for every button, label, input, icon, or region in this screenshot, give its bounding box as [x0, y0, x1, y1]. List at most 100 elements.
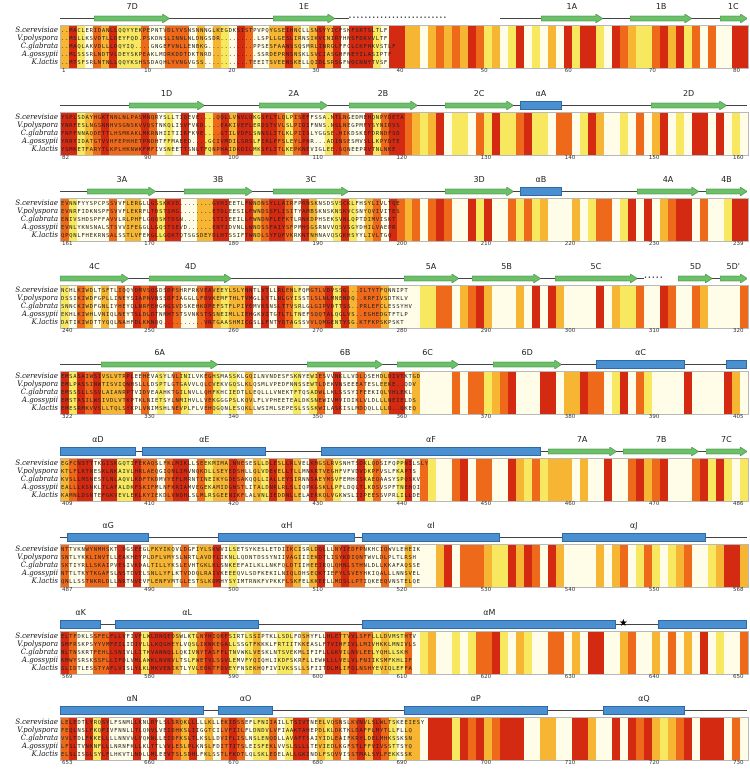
conservation-column — [588, 285, 597, 328]
residue-number: 380 — [564, 414, 576, 420]
conservation-column — [348, 285, 357, 328]
conservation-column — [636, 26, 645, 68]
conservation-column — [268, 112, 277, 155]
conservation-column — [636, 199, 645, 241]
species-labels: S.cerevisiae V.polyspora C.glabrata A.gossy… — [2, 286, 58, 326]
conservation-column — [572, 285, 581, 328]
sequence-row: YRNYIDATGTVVHFEPHHETPNDHTFFMAEED....GCIV… — [61, 138, 401, 145]
conservation-column — [172, 199, 182, 241]
conservation-column — [260, 631, 269, 674]
star-marker-icon: ★ — [618, 617, 628, 629]
conservation-column — [548, 718, 557, 760]
sequence-row: VVLTDLFKKELLLLNNVVLVQKNLLEIDFKSLTLKSLLDV… — [61, 736, 413, 742]
conservation-column — [452, 718, 461, 760]
beta-strand-shape — [719, 14, 747, 23]
conservation-column — [460, 199, 469, 241]
conservation-column — [164, 545, 174, 587]
conservation-column — [444, 112, 453, 155]
conservation-column — [452, 545, 461, 587]
conservation-column — [700, 372, 709, 414]
conservation-column — [716, 199, 725, 241]
beta-strand-arrow — [259, 100, 328, 110]
species-name: K.lactis — [31, 58, 58, 66]
conservation-column — [428, 26, 437, 68]
beta-strand-shape — [128, 100, 205, 110]
conservation-column — [300, 631, 309, 674]
conservation-column — [164, 718, 174, 760]
conservation-column — [500, 112, 509, 155]
conservation-column — [228, 718, 238, 760]
conservation-column — [604, 112, 613, 155]
residue-number-ticks: 409 410 420 430 440 450 460 470 486 — [60, 501, 747, 510]
conservation-column — [604, 372, 613, 414]
conservation-column — [236, 199, 246, 241]
sequence-row: EMESRMKVVSLLTQLSYKPLVNIMSHLNEVPLFLVEHQGQ… — [61, 406, 417, 412]
conservation-column — [412, 26, 421, 68]
residue-number-ticks: 240 250 260 270 280 290 300 310 320 — [60, 328, 747, 337]
conservation-column — [284, 26, 293, 68]
conservation-column — [444, 26, 453, 68]
residue-number-ticks: 569 580 590 600 610 620 630 640 650 — [60, 674, 747, 683]
beta-strand-arrow — [705, 446, 747, 456]
conservation-column — [540, 545, 549, 587]
conservation-column — [524, 372, 533, 414]
conservation-column — [492, 372, 501, 414]
conservation-column — [468, 285, 477, 328]
conservation-column — [596, 199, 605, 241]
conservation-column — [260, 199, 269, 241]
conservation-column — [572, 458, 581, 501]
conservation-column — [68, 458, 78, 501]
conservation-column — [388, 458, 397, 501]
structure-label: 4A — [662, 175, 674, 184]
conservation-column — [124, 26, 134, 68]
conservation-column — [124, 545, 134, 587]
conservation-column — [68, 631, 78, 674]
conservation-column — [180, 199, 190, 241]
conservation-column — [492, 26, 501, 68]
conservation-column — [700, 285, 709, 328]
conservation-column — [444, 458, 453, 501]
conservation-column — [676, 199, 685, 241]
conservation-column — [100, 285, 110, 328]
conservation-column — [452, 458, 461, 501]
beta-strand-shape — [183, 187, 253, 196]
beta-strand-arrow — [272, 14, 335, 23]
beta-strand-arrow — [128, 100, 205, 110]
conservation-column — [388, 718, 397, 760]
species-labels: S.cerevisiae V.polyspora C.glabrata A.gossy… — [2, 459, 58, 499]
conservation-column — [348, 718, 357, 760]
conservation-column — [452, 631, 461, 674]
conservation-column — [604, 718, 613, 760]
species-name: C.glabrata — [20, 647, 58, 656]
conservation-column — [268, 372, 277, 414]
conservation-column — [468, 631, 477, 674]
structure-label: 2C — [473, 88, 485, 98]
conservation-column — [708, 285, 717, 328]
conservation-column — [428, 545, 437, 587]
beta-strand-arrow — [719, 14, 747, 23]
conservation-column — [708, 26, 717, 68]
conservation-column — [508, 26, 517, 68]
residue-number: 550 — [648, 587, 660, 593]
beta-strand-arrow — [472, 273, 541, 283]
sequence-row: EKHLKIWHLVNIQLNEYTSLDLDTNNHTSTSVNKSTSSNE… — [61, 311, 409, 318]
beta-strand-arrow — [650, 100, 727, 110]
conservation-column — [252, 458, 261, 501]
sequence-row: QPQNLFHEKRNSALSSTLVFEKGLLGQKTQTSGSDEYDLH… — [61, 233, 393, 239]
conservation-column — [708, 718, 717, 760]
conservation-column — [100, 718, 110, 760]
conservation-column — [196, 112, 206, 155]
conservation-column — [212, 545, 222, 587]
conservation-column — [220, 372, 230, 414]
conservation-column — [708, 631, 717, 674]
conservation-column — [588, 718, 597, 760]
conservation-shading — [61, 458, 748, 501]
conservation-column — [636, 458, 645, 501]
conservation-column — [300, 26, 309, 68]
conservation-column — [708, 545, 717, 587]
conservation-column — [404, 631, 413, 674]
conservation-column — [716, 458, 725, 501]
conservation-column — [244, 199, 253, 241]
conservation-column — [316, 372, 325, 414]
species-labels: S.cerevisiae V.polyspora C.glabrata A.gossy… — [2, 545, 58, 585]
